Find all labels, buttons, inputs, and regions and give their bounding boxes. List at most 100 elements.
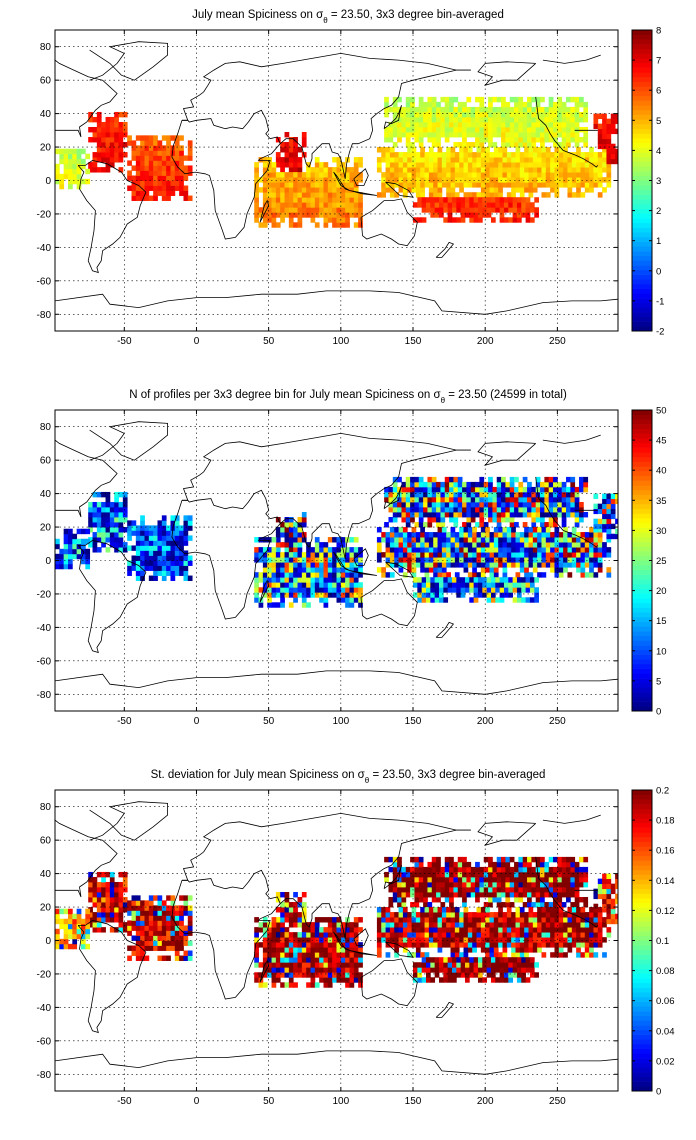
data-cell xyxy=(493,567,499,573)
data-cell xyxy=(280,597,285,603)
data-cell xyxy=(323,162,329,168)
data-cell xyxy=(301,602,307,608)
data-cell xyxy=(426,207,431,213)
data-cell xyxy=(593,532,599,538)
data-cell xyxy=(495,597,501,603)
data-cell xyxy=(606,153,612,160)
coastline xyxy=(171,109,281,240)
data-cell xyxy=(187,165,193,171)
data-cell xyxy=(183,570,189,576)
colorbar-step xyxy=(632,442,652,448)
data-cell xyxy=(388,126,394,133)
data-cell xyxy=(418,892,424,898)
data-cell xyxy=(553,491,558,498)
data-cell xyxy=(327,182,333,188)
data-cell xyxy=(502,542,508,548)
data-cell xyxy=(446,182,451,188)
data-cell xyxy=(376,147,382,153)
data-cell xyxy=(72,943,78,950)
data-cell xyxy=(323,962,329,968)
data-cell xyxy=(431,897,437,903)
data-cell xyxy=(450,947,456,953)
data-cell xyxy=(496,517,502,523)
data-cell xyxy=(606,498,612,505)
data-cell xyxy=(101,542,106,548)
data-cell xyxy=(76,148,82,155)
data-cell xyxy=(544,861,550,868)
data-cell xyxy=(441,562,447,568)
data-cell xyxy=(267,597,272,603)
data-cell xyxy=(187,520,193,526)
data-cell xyxy=(301,572,307,578)
data-cell xyxy=(583,902,589,908)
y-tick-label: -40 xyxy=(37,243,52,254)
data-cell xyxy=(597,138,603,145)
data-cell xyxy=(557,856,563,863)
data-cell xyxy=(323,202,329,208)
data-cell xyxy=(314,587,320,593)
data-cell xyxy=(418,871,424,878)
data-cell xyxy=(610,498,616,505)
y-tick-label: 0 xyxy=(45,556,51,567)
data-cell xyxy=(388,897,394,903)
data-cell xyxy=(535,892,541,898)
data-cell xyxy=(407,932,412,938)
data-cell xyxy=(384,96,389,103)
data-cell xyxy=(427,116,433,123)
data-cell xyxy=(554,542,560,548)
data-cell xyxy=(563,552,568,558)
data-cell xyxy=(109,137,115,143)
data-cell xyxy=(144,185,150,191)
data-cell xyxy=(421,207,427,213)
data-cell xyxy=(105,537,111,543)
data-cell xyxy=(140,955,145,961)
data-cell xyxy=(558,147,564,153)
data-cell xyxy=(349,932,355,938)
data-cell xyxy=(531,142,537,148)
data-cell xyxy=(288,527,294,533)
data-cell xyxy=(475,892,480,898)
data-cell xyxy=(571,177,577,183)
data-cell xyxy=(376,537,382,543)
colorbar-step xyxy=(632,189,652,195)
data-cell xyxy=(114,121,119,128)
colorbar-step xyxy=(632,508,652,514)
data-cell xyxy=(450,937,456,943)
data-cell xyxy=(353,197,359,203)
data-cell xyxy=(522,856,528,863)
data-cell xyxy=(67,528,73,535)
data-cell xyxy=(170,175,176,181)
data-cell xyxy=(332,192,337,198)
data-cell xyxy=(275,922,281,928)
data-cell xyxy=(174,150,180,156)
data-cell xyxy=(327,202,333,208)
data-cell xyxy=(443,577,449,583)
data-cell xyxy=(254,202,259,208)
data-cell xyxy=(454,172,460,178)
data-cell xyxy=(398,537,404,543)
data-cell xyxy=(384,856,389,863)
data-cell xyxy=(540,106,545,113)
colorbar-step xyxy=(632,152,652,158)
data-cell xyxy=(157,540,163,546)
data-cell xyxy=(183,930,189,936)
data-cell xyxy=(271,192,277,198)
data-cell xyxy=(114,496,119,503)
coastline xyxy=(55,59,118,138)
colorbar-step xyxy=(632,555,652,561)
data-cell xyxy=(584,542,590,548)
data-cell xyxy=(153,535,158,541)
data-cell xyxy=(571,552,577,558)
data-cell xyxy=(534,592,539,598)
data-cell xyxy=(183,535,189,541)
data-cell xyxy=(144,545,150,551)
data-cell xyxy=(441,932,447,938)
data-cell xyxy=(534,212,539,218)
data-cell xyxy=(506,907,512,913)
data-cell xyxy=(122,542,128,548)
data-cell xyxy=(424,167,430,173)
data-cell xyxy=(593,552,599,558)
data-cell xyxy=(550,567,555,573)
data-cell xyxy=(441,532,447,538)
data-cell xyxy=(430,592,436,598)
